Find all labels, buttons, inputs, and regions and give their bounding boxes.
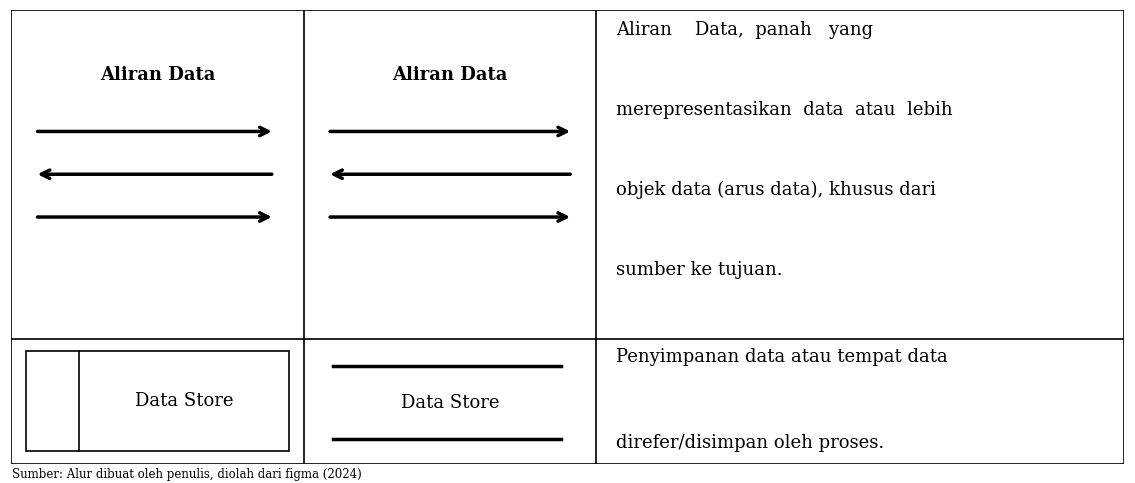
Text: Penyimpanan data atau tempat data: Penyimpanan data atau tempat data (616, 348, 948, 366)
Text: Sumber: Alur dibuat oleh penulis, diolah dari figma (2024): Sumber: Alur dibuat oleh penulis, diolah… (12, 468, 362, 481)
Text: objek data (arus data), khusus dari: objek data (arus data), khusus dari (616, 181, 936, 199)
Text: Aliran Data: Aliran Data (393, 67, 507, 85)
Text: sumber ke tujuan.: sumber ke tujuan. (616, 261, 783, 279)
Text: merepresentasikan  data  atau  lebih: merepresentasikan data atau lebih (616, 101, 953, 119)
Text: Data Store: Data Store (135, 392, 233, 410)
Text: direfer/disimpan oleh proses.: direfer/disimpan oleh proses. (616, 434, 884, 452)
Text: Aliran    Data,  panah   yang: Aliran Data, panah yang (616, 21, 874, 39)
Bar (26, 351, 289, 451)
Text: Aliran Data: Aliran Data (100, 67, 216, 85)
Text: Data Store: Data Store (401, 394, 499, 412)
